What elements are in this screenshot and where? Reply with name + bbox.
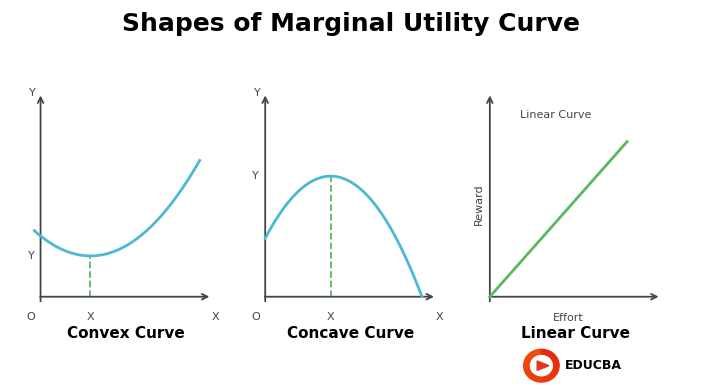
Circle shape <box>531 356 552 375</box>
Wedge shape <box>541 366 555 379</box>
Text: X: X <box>436 312 444 322</box>
Wedge shape <box>541 355 557 366</box>
Wedge shape <box>531 366 541 380</box>
Circle shape <box>531 356 552 376</box>
Wedge shape <box>534 350 541 366</box>
Text: Y: Y <box>28 251 34 261</box>
Text: X: X <box>86 312 94 322</box>
Wedge shape <box>541 349 545 366</box>
Wedge shape <box>541 357 558 366</box>
Wedge shape <box>526 355 541 366</box>
Wedge shape <box>538 349 541 366</box>
Wedge shape <box>541 366 558 374</box>
Text: Y: Y <box>29 88 36 98</box>
Text: Effort: Effort <box>552 314 583 323</box>
Wedge shape <box>534 366 541 382</box>
Wedge shape <box>526 366 541 377</box>
Wedge shape <box>524 357 541 366</box>
Text: Reward: Reward <box>474 183 484 225</box>
Wedge shape <box>541 351 552 366</box>
Wedge shape <box>541 366 545 382</box>
Wedge shape <box>524 366 541 374</box>
Text: X: X <box>327 312 335 322</box>
Text: Y: Y <box>254 88 260 98</box>
Wedge shape <box>538 366 541 382</box>
Wedge shape <box>531 351 541 366</box>
Polygon shape <box>535 359 550 372</box>
Text: Linear Curve: Linear Curve <box>519 110 591 120</box>
Wedge shape <box>541 366 559 371</box>
Wedge shape <box>528 366 541 379</box>
Polygon shape <box>537 361 549 370</box>
Text: Linear Curve: Linear Curve <box>521 326 630 342</box>
Wedge shape <box>541 352 555 366</box>
Text: O: O <box>251 312 260 322</box>
Wedge shape <box>541 366 552 380</box>
Text: Y: Y <box>253 171 259 181</box>
Text: X: X <box>211 312 219 322</box>
Text: Shapes of Marginal Utility Curve: Shapes of Marginal Utility Curve <box>122 12 580 36</box>
Wedge shape <box>528 352 541 366</box>
Wedge shape <box>541 361 559 366</box>
Text: Convex Curve: Convex Curve <box>67 326 185 342</box>
Wedge shape <box>524 366 541 371</box>
Wedge shape <box>541 364 559 367</box>
Wedge shape <box>541 350 548 366</box>
Text: EDUCBA: EDUCBA <box>565 359 622 372</box>
Wedge shape <box>541 366 548 382</box>
Wedge shape <box>524 361 541 366</box>
Text: O: O <box>27 312 36 322</box>
Wedge shape <box>541 366 557 377</box>
Text: Concave Curve: Concave Curve <box>287 326 415 342</box>
Wedge shape <box>524 364 541 367</box>
